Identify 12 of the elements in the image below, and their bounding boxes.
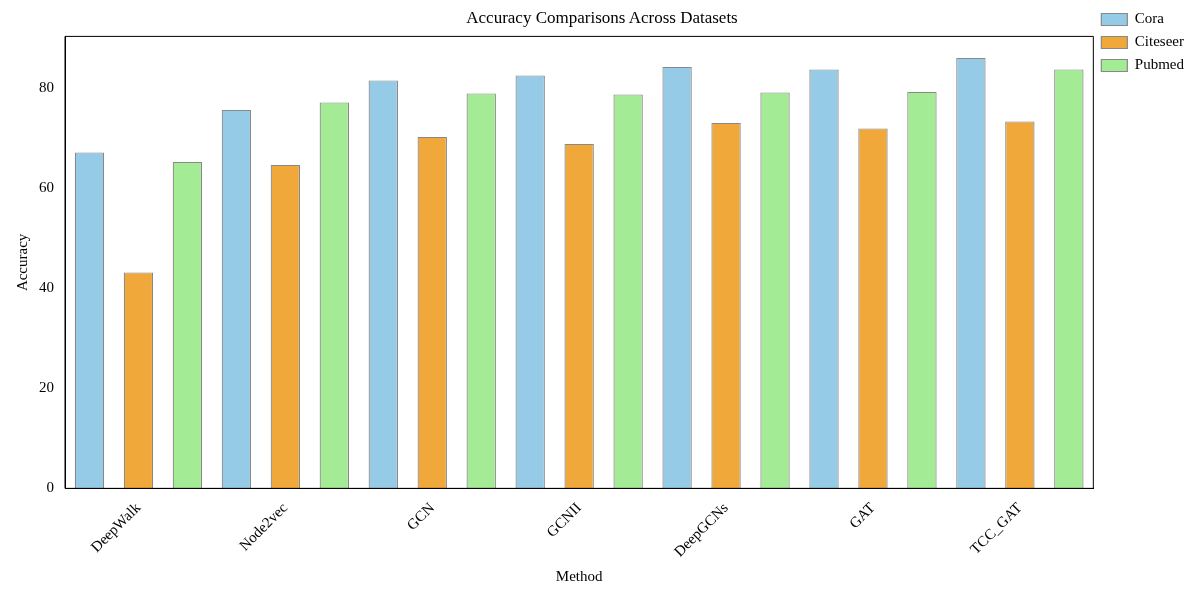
y-tick-label: 60 — [39, 179, 54, 196]
legend-label: Pubmed — [1134, 56, 1185, 73]
x-tick-label: GAT — [845, 499, 878, 532]
y-tick-label: 40 — [39, 279, 54, 296]
legend-label: Citeseer — [1134, 33, 1184, 50]
y-axis-title: Accuracy — [13, 233, 30, 292]
legend-label: Cora — [1134, 10, 1165, 27]
y-tick-label: 0 — [46, 479, 54, 496]
y-tick-label: 80 — [39, 79, 54, 96]
y-tick-label: 20 — [39, 379, 54, 396]
x-axis-title: Method — [555, 567, 603, 584]
chart-title: Accuracy Comparisons Across Datasets — [466, 7, 738, 27]
